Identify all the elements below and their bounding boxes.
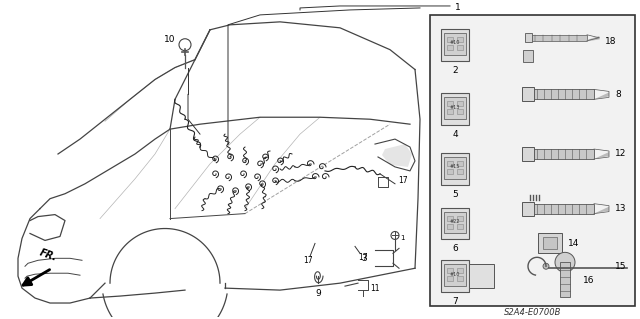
Text: 7: 7 bbox=[452, 297, 458, 306]
Text: #22: #22 bbox=[450, 219, 460, 224]
Bar bbox=[441, 260, 469, 292]
Bar bbox=[525, 33, 532, 42]
Bar bbox=[457, 101, 463, 106]
Bar bbox=[447, 161, 453, 166]
Bar bbox=[522, 147, 534, 161]
Bar bbox=[522, 87, 534, 101]
Bar bbox=[447, 276, 453, 281]
Text: 17: 17 bbox=[303, 256, 313, 265]
Circle shape bbox=[555, 252, 575, 272]
Text: 3: 3 bbox=[361, 254, 367, 263]
Text: FR.: FR. bbox=[38, 248, 58, 263]
Bar bbox=[444, 264, 466, 286]
Bar bbox=[447, 224, 453, 228]
Text: #10: #10 bbox=[450, 272, 460, 277]
Bar bbox=[522, 202, 534, 216]
Bar bbox=[430, 15, 635, 306]
Text: 12: 12 bbox=[615, 150, 627, 159]
Bar bbox=[447, 268, 453, 273]
Bar bbox=[444, 211, 466, 234]
Bar bbox=[457, 45, 463, 50]
Bar bbox=[457, 109, 463, 114]
Text: S2A4-E0700B: S2A4-E0700B bbox=[504, 308, 561, 317]
Bar bbox=[447, 101, 453, 106]
Bar bbox=[538, 234, 562, 253]
Bar bbox=[444, 157, 466, 179]
Text: 17: 17 bbox=[358, 253, 367, 262]
Text: 13: 13 bbox=[615, 204, 627, 213]
Polygon shape bbox=[382, 144, 412, 167]
Polygon shape bbox=[594, 152, 609, 159]
Text: 15: 15 bbox=[615, 262, 627, 271]
Bar bbox=[444, 97, 466, 119]
Text: 10: 10 bbox=[163, 35, 175, 44]
Bar bbox=[447, 37, 453, 42]
Text: 16: 16 bbox=[583, 276, 595, 285]
Bar bbox=[447, 169, 453, 174]
Polygon shape bbox=[594, 93, 609, 99]
Bar bbox=[457, 224, 463, 228]
Bar bbox=[534, 149, 594, 159]
Text: 8: 8 bbox=[615, 90, 621, 99]
Bar bbox=[534, 204, 594, 214]
Text: 5: 5 bbox=[452, 190, 458, 199]
Text: #10: #10 bbox=[450, 40, 460, 45]
Bar bbox=[457, 276, 463, 281]
Bar bbox=[447, 45, 453, 50]
Text: 14: 14 bbox=[568, 239, 579, 248]
Polygon shape bbox=[594, 207, 609, 214]
Bar bbox=[469, 264, 494, 288]
Text: #15: #15 bbox=[450, 164, 460, 169]
Bar bbox=[447, 109, 453, 114]
Bar bbox=[441, 208, 469, 240]
Circle shape bbox=[543, 263, 549, 269]
Bar bbox=[534, 89, 594, 99]
Text: 11: 11 bbox=[370, 284, 380, 293]
Text: 18: 18 bbox=[605, 37, 616, 46]
Bar bbox=[441, 93, 469, 125]
Bar bbox=[457, 37, 463, 42]
Bar bbox=[532, 35, 587, 41]
Text: #13: #13 bbox=[450, 105, 460, 110]
Bar bbox=[523, 50, 533, 62]
Bar bbox=[444, 33, 466, 55]
Bar bbox=[441, 29, 469, 61]
Text: 6: 6 bbox=[452, 244, 458, 253]
Bar bbox=[457, 216, 463, 220]
Text: 1: 1 bbox=[455, 4, 461, 12]
Bar bbox=[457, 169, 463, 174]
Bar bbox=[457, 268, 463, 273]
Polygon shape bbox=[587, 37, 599, 41]
Bar bbox=[457, 161, 463, 166]
Text: 17: 17 bbox=[398, 176, 408, 185]
Text: 4: 4 bbox=[452, 130, 458, 139]
Bar bbox=[447, 216, 453, 220]
Bar bbox=[560, 262, 570, 297]
Bar bbox=[543, 237, 557, 249]
Text: 1: 1 bbox=[400, 235, 404, 241]
Text: 2: 2 bbox=[452, 66, 458, 75]
Text: 9: 9 bbox=[315, 289, 321, 298]
Bar bbox=[441, 153, 469, 185]
